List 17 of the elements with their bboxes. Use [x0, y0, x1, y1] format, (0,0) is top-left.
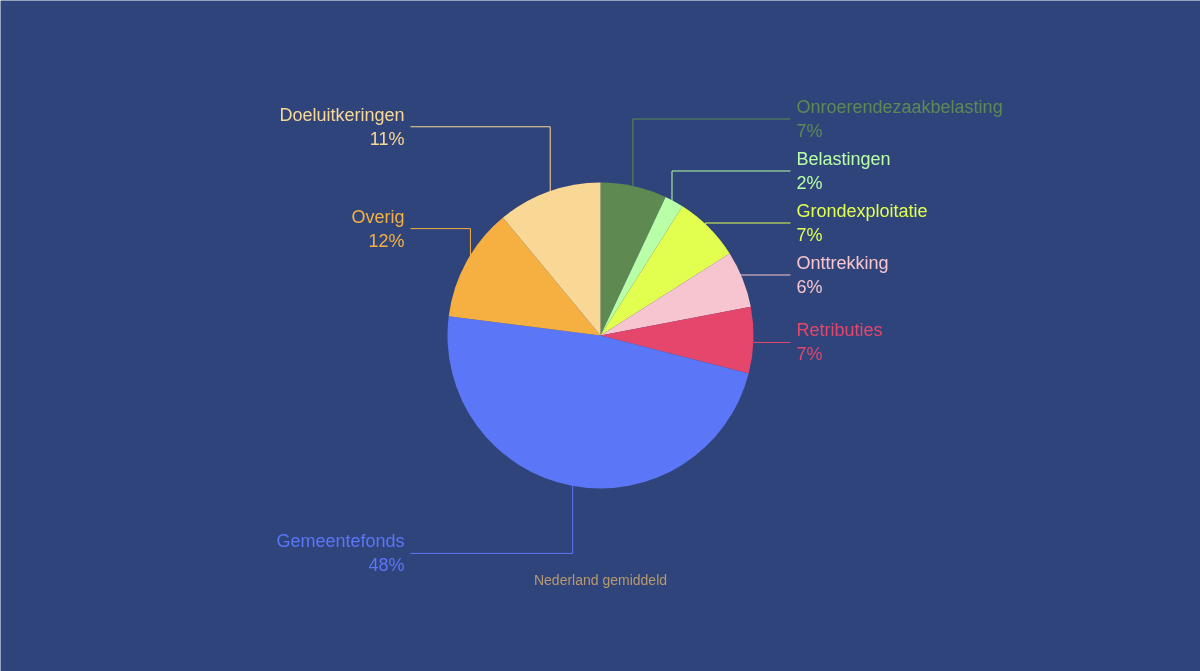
data-label: 11% [369, 128, 405, 149]
slice-label: Onttrekking [796, 252, 889, 273]
data-label: 7% [796, 224, 823, 245]
data-label: 6% [796, 276, 823, 297]
data-label: 7% [796, 344, 823, 365]
slice-label: Grondexploitatie [796, 200, 928, 221]
slice-label: Gemeentefonds [276, 531, 405, 552]
data-label: 2% [796, 172, 823, 193]
slice-label: Overig [351, 206, 405, 227]
slice-label: Onroerendezaakbelasting [796, 96, 1003, 117]
slice-label: Belastingen [796, 148, 891, 169]
data-label: 12% [368, 230, 405, 251]
slice-label: Retributies [796, 320, 883, 341]
data-label: 48% [368, 555, 405, 576]
text: Nederland gemiddeld [533, 571, 668, 588]
slice-label: Doeluitkeringen [279, 104, 405, 125]
data-label: 7% [796, 120, 823, 141]
